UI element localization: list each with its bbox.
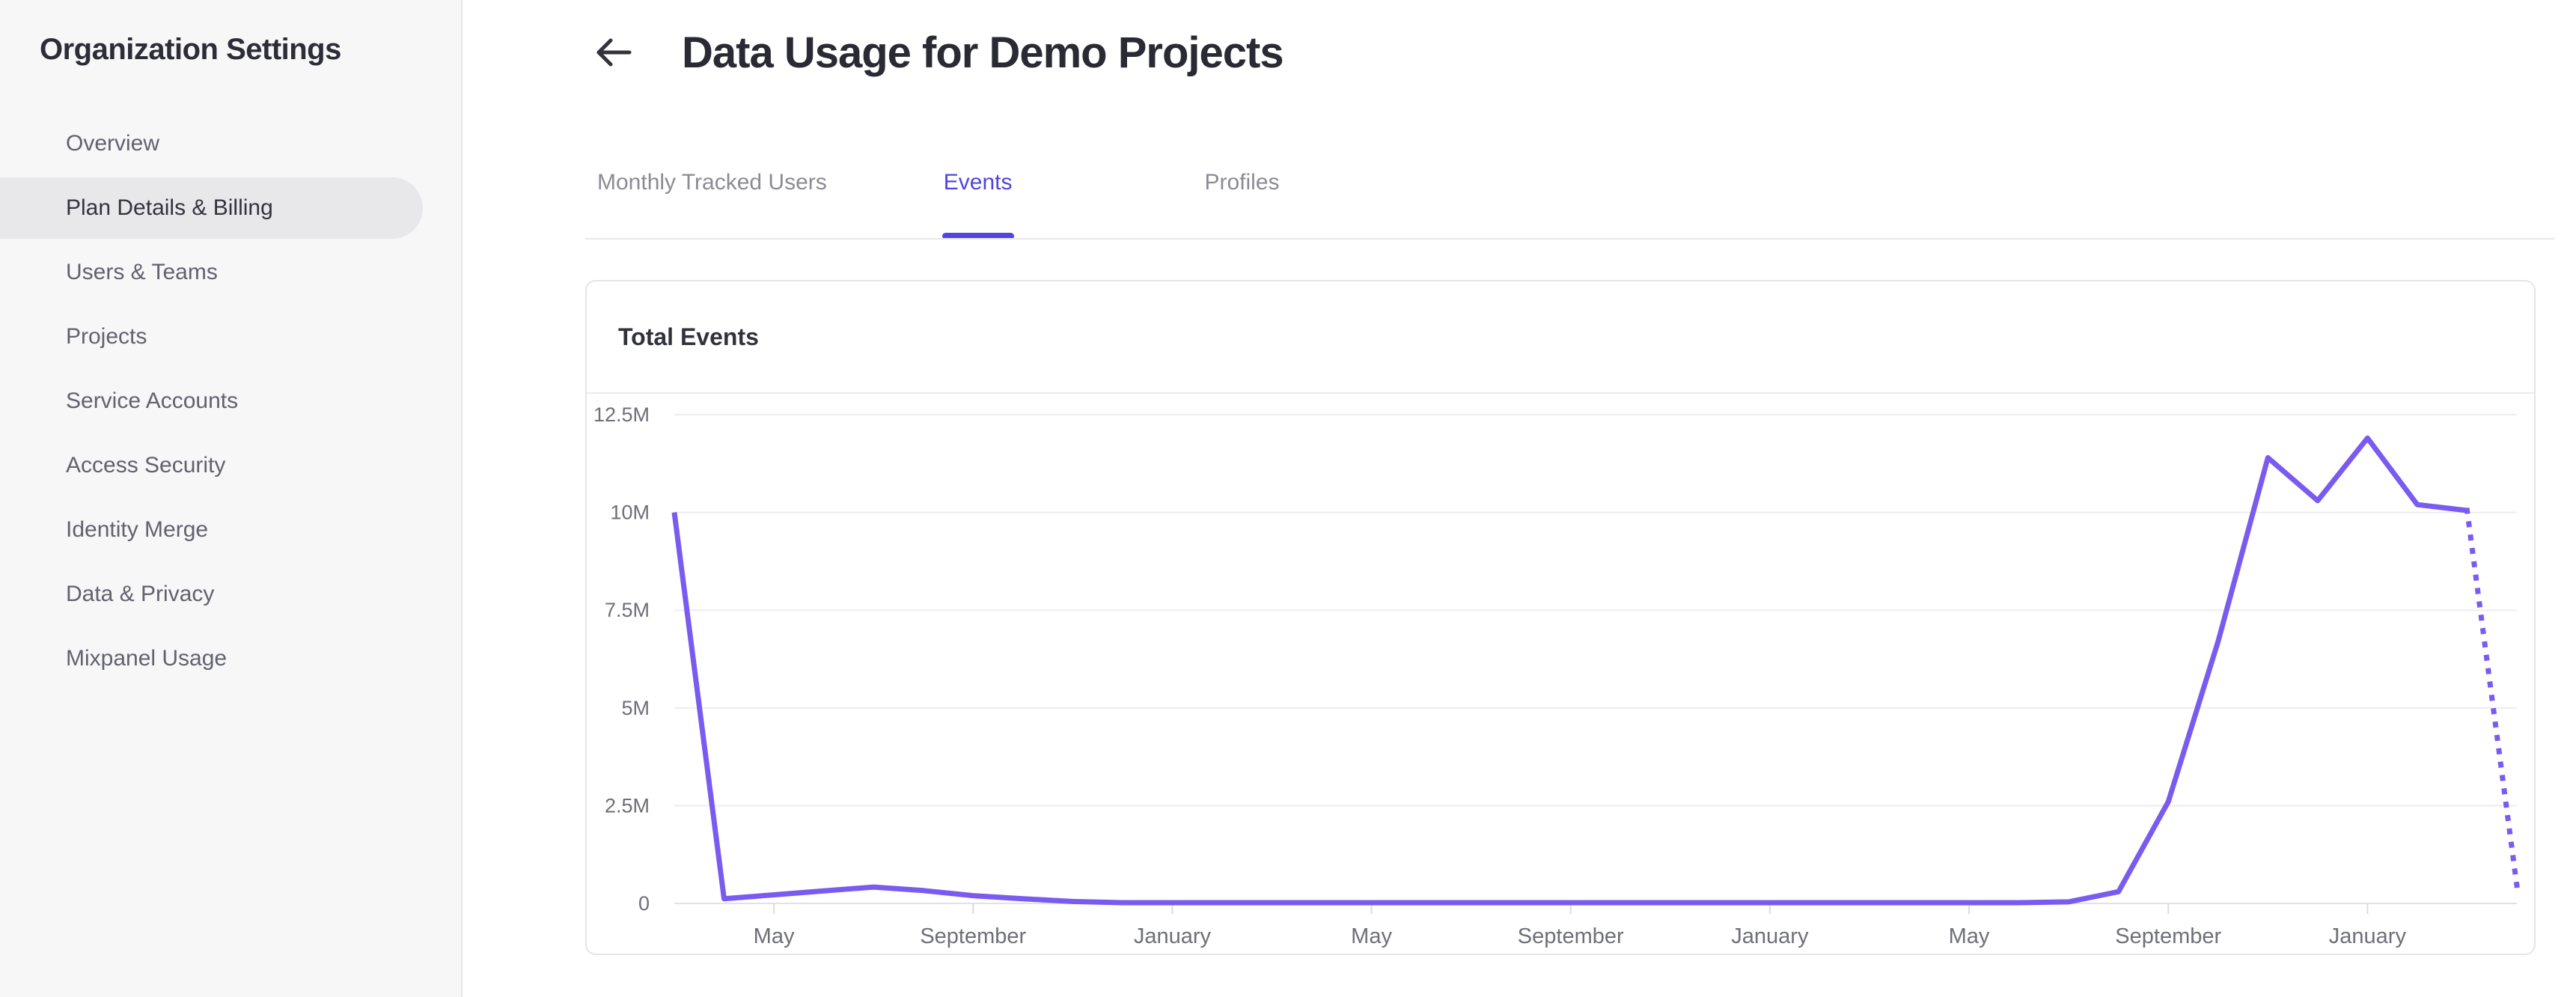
tab-profiles[interactable]: Profiles [1204, 170, 1280, 195]
sidebar-item-service-accounts[interactable]: Service Accounts [66, 388, 239, 413]
x-axis-label: May [754, 924, 795, 948]
x-axis-label: September [920, 924, 1026, 948]
chart-title: Total Events [618, 323, 759, 350]
total-events-card: Total Events 12.5M 10M 7.5M 5M 2.5M 0 May Septe… [585, 280, 2536, 955]
sidebar-nav: Overview Plan Details & Billing Users & … [0, 113, 461, 689]
tab-monthly-tracked-users[interactable]: Monthly Tracked Users [597, 170, 827, 195]
back-button[interactable] [595, 36, 632, 69]
sidebar-title: Organization Settings [40, 33, 341, 66]
tabs: Monthly Tracked Users Events Profiles [597, 160, 1280, 240]
sidebar-item-access-security[interactable]: Access Security [66, 453, 226, 478]
x-axis-label: May [1949, 924, 1990, 948]
page-title: Data Usage for Demo Projects [682, 28, 1284, 77]
sidebar-item-plan-details-billing[interactable]: Plan Details & Billing [0, 177, 423, 239]
x-axis-label: January [1134, 924, 1212, 948]
y-axis-label: 12.5M [593, 403, 650, 426]
page-header: Data Usage for Demo Projects [595, 24, 1284, 81]
tabs-separator [585, 238, 2555, 240]
y-axis-label: 0 [638, 892, 650, 915]
y-axis-label: 5M [621, 697, 650, 719]
sidebar-item-users-teams[interactable]: Users & Teams [66, 260, 218, 284]
x-axis-label: May [1351, 924, 1392, 948]
sidebar: Organization Settings Overview Plan Deta… [0, 0, 463, 997]
sidebar-item-overview[interactable]: Overview [66, 131, 160, 156]
sidebar-item-data-privacy[interactable]: Data & Privacy [66, 582, 215, 606]
x-axis-label: September [2115, 924, 2221, 948]
sidebar-item-projects[interactable]: Projects [66, 324, 147, 349]
chart-line-solid [671, 435, 2467, 906]
total-events-chart: 12.5M 10M 7.5M 5M 2.5M 0 May September January Ma… [593, 403, 2520, 948]
y-axis-label: 10M [610, 501, 650, 524]
x-axis-label: January [2329, 924, 2407, 948]
tab-events[interactable]: Events [941, 160, 1014, 240]
y-axis-label: 7.5M [605, 599, 650, 621]
sidebar-item-identity-merge[interactable]: Identity Merge [66, 517, 209, 542]
x-axis-label: January [1731, 924, 1809, 948]
y-axis-label: 2.5M [605, 794, 650, 817]
x-axis-label: September [1518, 924, 1624, 948]
sidebar-item-mixpanel-usage[interactable]: Mixpanel Usage [66, 646, 228, 671]
chart-line-projection [2464, 507, 2520, 889]
card-header: Total Events [587, 281, 2534, 394]
arrow-left-icon [595, 36, 632, 69]
